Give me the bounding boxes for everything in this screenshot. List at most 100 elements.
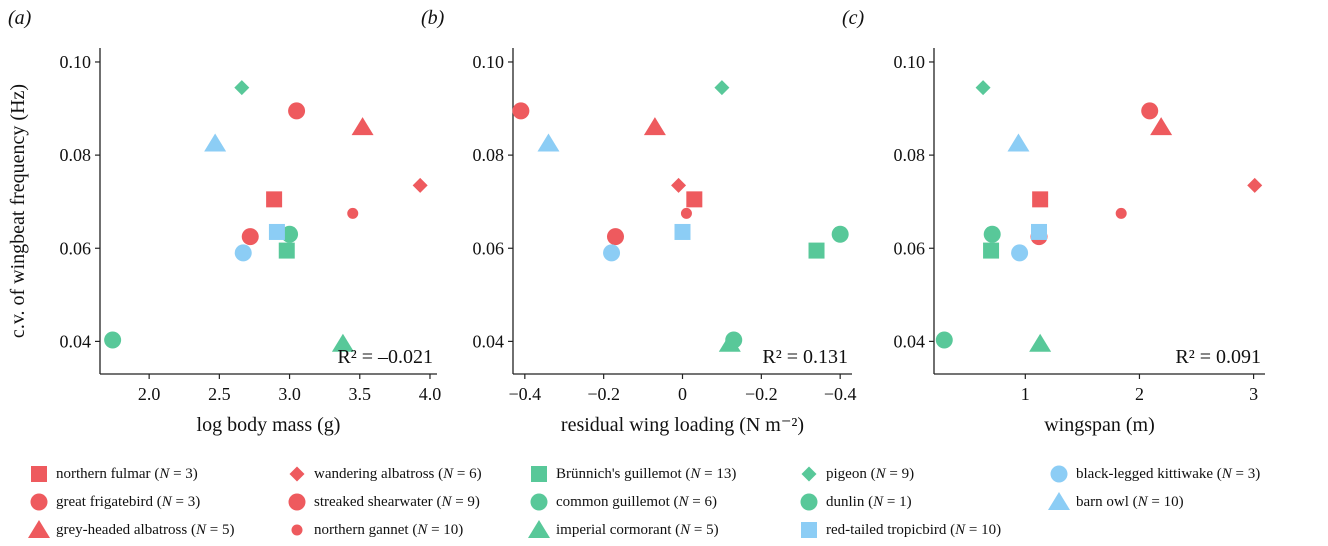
y-tick-label: 0.06 (473, 238, 505, 258)
legend-label: grey-headed albatross (N = 5) (56, 521, 235, 538)
point-common-guillemot (831, 225, 849, 243)
point-streaked-shearwater (512, 102, 530, 120)
point-common-guillemot (281, 225, 299, 243)
legend-marker-icon (1048, 492, 1070, 510)
legend-item-northern-fulmar: northern fulmar (N = 3) (28, 464, 198, 484)
legend-item-br-nnich-s-guillemot: Brünnich's guillemot (N = 13) (528, 464, 736, 484)
legend-marker (530, 493, 548, 511)
point-br-nnich-s-guillemot (983, 242, 1000, 259)
x-tick-label: 2.0 (138, 384, 161, 404)
x-axis-label: log body mass (g) (197, 414, 341, 436)
legend-marker-icon (528, 520, 550, 538)
legend-species-name: pigeon (826, 465, 867, 482)
point-northern-fulmar (266, 191, 283, 208)
legend-label: red-tailed tropicbird (N = 10) (826, 521, 1002, 538)
legend-sample-size: 9 (467, 493, 475, 510)
legend-item-pigeon: pigeon (N = 9) (798, 464, 914, 484)
x-axis-label: wingspan (m) (1044, 414, 1155, 436)
x-tick-label: 2.5 (208, 384, 231, 404)
legend-item-streaked-shearwater: streaked shearwater (N = 9) (286, 492, 480, 512)
x-tick-label: 3.5 (349, 384, 372, 404)
x-axis-label: residual wing loading (N m⁻²) (561, 414, 804, 436)
point-barn-owl (537, 133, 560, 152)
legend-marker (1050, 465, 1068, 483)
legend-marker (291, 524, 303, 536)
x-tick-label: 0 (678, 384, 687, 404)
legend-label: northern fulmar (N = 3) (56, 465, 198, 482)
y-tick-label: 0.10 (473, 52, 505, 72)
legend-marker-icon (800, 493, 818, 511)
x-tick-label: 4.0 (419, 384, 442, 404)
point-dunlin (104, 331, 122, 349)
legend-species-name: wandering albatross (314, 465, 435, 482)
point-wandering-albatross (671, 177, 687, 193)
point-northern-gannet (347, 207, 359, 219)
legend-sample-size: 6 (704, 493, 712, 510)
point-red-tailed-tropicbird (268, 223, 285, 240)
legend-item-wandering-albatross: wandering albatross (N = 6) (286, 464, 482, 484)
x-tick-label: −0.2 (745, 384, 778, 404)
legend-item-common-guillemot: common guillemot (N = 6) (528, 492, 717, 512)
legend-label: dunlin (N = 1) (826, 493, 912, 510)
legend-species-name: Brünnich's guillemot (556, 465, 682, 482)
legend-marker (801, 522, 817, 538)
plots-svg: (a) 0.04 0.06 0.08 0.10 2.0 2.5 3.0 3.5 4.0 log bo… (7, 7, 1265, 436)
r-squared-annotation: R² = –0.021 (337, 346, 433, 368)
legend-label: great frigatebird (N = 3) (56, 493, 201, 510)
legend-label: wandering albatross (N = 6) (314, 465, 482, 482)
legend-species-name: streaked shearwater (314, 493, 433, 510)
legend-marker (531, 466, 547, 482)
y-tick-label: 0.04 (894, 331, 926, 351)
point-wandering-albatross (1247, 177, 1263, 193)
legend-marker-icon (288, 493, 306, 511)
point-northern-gannet (680, 207, 692, 219)
legend-label: Brünnich's guillemot (N = 13) (556, 465, 737, 482)
y-tick-label: 0.08 (60, 145, 92, 165)
legend-species-name: red-tailed tropicbird (826, 521, 947, 538)
y-tick-label: 0.06 (60, 238, 92, 258)
point-dunlin (725, 331, 743, 349)
legend-sample-size: 3 (187, 493, 196, 510)
legend-label: barn owl (N = 10) (1076, 493, 1184, 510)
r-squared-annotation: R² = 0.131 (762, 346, 848, 368)
legend-marker-icon (1050, 465, 1068, 483)
legend-label: black-legged kittiwake (N = 3) (1076, 465, 1261, 482)
point-barn-owl (204, 133, 227, 152)
legend-marker-icon (30, 493, 48, 511)
legend-marker (30, 493, 48, 511)
y-tick-label: 0.10 (894, 52, 926, 72)
legend-label: northern gannet (N = 10) (314, 521, 464, 538)
legend-item-barn-owl: barn owl (N = 10) (1048, 492, 1184, 512)
point-great-frigatebird (241, 228, 259, 246)
legend-sample-size: 10 (443, 521, 459, 538)
y-tick-label: 0.08 (894, 145, 926, 165)
legend-item-imperial-cormorant: imperial cormorant (N = 5) (528, 520, 719, 540)
point-dunlin (935, 331, 953, 349)
x-tick-label: −0.2 (587, 384, 620, 404)
y-tick-label: 0.08 (473, 145, 505, 165)
panel-label: (b) (421, 7, 445, 29)
point-br-nnich-s-guillemot (278, 242, 295, 259)
legend-species-name: grey-headed albatross (56, 521, 188, 538)
legend-species-name: northern fulmar (56, 465, 151, 482)
legend-sample-size: 5 (706, 521, 714, 538)
legend-item-red-tailed-tropicbird: red-tailed tropicbird (N = 10) (798, 520, 1001, 540)
legend-marker (289, 466, 305, 482)
legend-marker-icon (531, 466, 547, 482)
point-barn-owl (1007, 133, 1030, 152)
legend-marker (31, 466, 47, 482)
point-red-tailed-tropicbird (1031, 223, 1048, 240)
legend-species-name: northern gannet (314, 521, 409, 538)
legend-marker-icon (530, 493, 548, 511)
y-tick-label: 0.04 (473, 331, 505, 351)
legend-sample-size: 1 (899, 493, 907, 510)
legend-sample-size: 10 (1163, 493, 1179, 510)
x-tick-label: −0.4 (824, 384, 857, 404)
legend-marker (801, 466, 817, 482)
legend-sample-size: 9 (901, 465, 910, 482)
point-great-frigatebird (606, 228, 624, 246)
r-squared-annotation: R² = 0.091 (1175, 346, 1261, 368)
point-streaked-shearwater (288, 102, 306, 120)
x-tick-label: 3.0 (278, 384, 301, 404)
